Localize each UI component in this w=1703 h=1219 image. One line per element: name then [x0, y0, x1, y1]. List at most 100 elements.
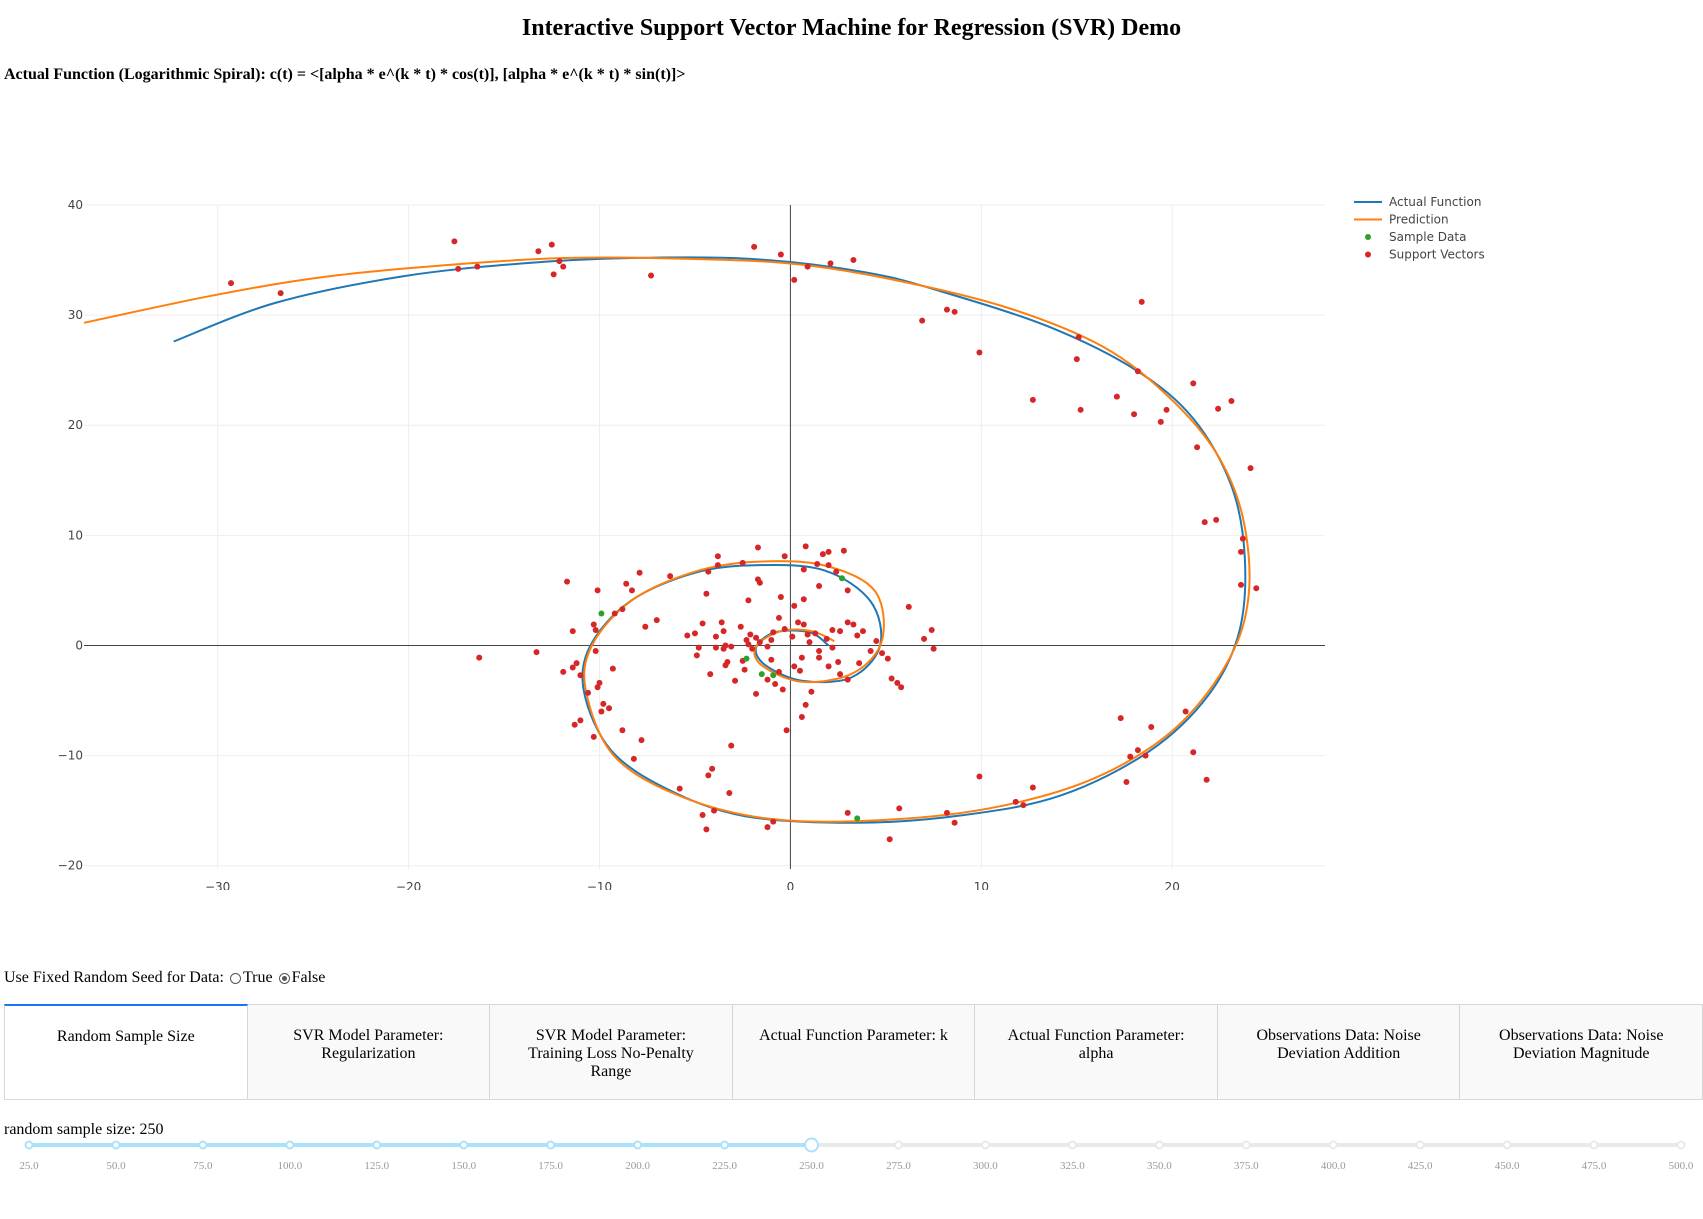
- slider-mark-label[interactable]: 125.0: [364, 1160, 389, 1172]
- support-vectors-point: [596, 679, 603, 686]
- slider-dot[interactable]: [372, 1140, 382, 1150]
- slider-mark-label[interactable]: 250.0: [799, 1160, 824, 1172]
- support-vectors-point: [747, 631, 754, 638]
- support-vectors-point: [1134, 747, 1141, 754]
- slider-dot[interactable]: [1154, 1140, 1164, 1150]
- support-vectors-point: [1215, 405, 1222, 412]
- support-vectors-point: [703, 590, 710, 597]
- support-vectors-point: [898, 684, 905, 691]
- support-vectors-point: [921, 635, 928, 642]
- slider-dot[interactable]: [1067, 1140, 1077, 1150]
- legend-item-actual-function[interactable]: Actual Function: [1354, 195, 1481, 209]
- slider-mark-label[interactable]: 500.0: [1669, 1160, 1694, 1172]
- support-vectors-point: [764, 643, 771, 650]
- tab-noise-deviation-addition[interactable]: Observations Data: Noise Deviation Addit…: [1217, 1004, 1461, 1099]
- x-tick-label: −30: [205, 880, 230, 890]
- slider-mark-label[interactable]: 400.0: [1321, 1160, 1346, 1172]
- support-vectors-point: [728, 643, 735, 650]
- slider-mark-label[interactable]: 50.0: [106, 1160, 126, 1172]
- slider-dot[interactable]: [1676, 1140, 1686, 1150]
- support-vectors-point: [535, 248, 542, 255]
- support-vectors-point: [577, 717, 584, 724]
- svr-plot[interactable]: −30 −20 −10 0 10 20 −20 −10 0 10 20 30 40 Actual Fun…: [0, 185, 1703, 890]
- slider-dot[interactable]: [1589, 1140, 1599, 1150]
- slider-mark-label[interactable]: 150.0: [451, 1160, 476, 1172]
- slider-mark-label[interactable]: 100.0: [277, 1160, 302, 1172]
- slider-mark-label[interactable]: 225.0: [712, 1160, 737, 1172]
- support-vectors-point: [775, 668, 782, 675]
- support-vectors-point: [779, 686, 786, 693]
- slider-mark-label[interactable]: 475.0: [1582, 1160, 1607, 1172]
- legend-label-prediction: Prediction: [1389, 213, 1449, 227]
- tab-svr-training-loss-range[interactable]: SVR Model Parameter: Training Loss No-Pe…: [490, 1004, 733, 1099]
- support-vectors-point: [800, 566, 807, 573]
- support-vectors-point: [451, 238, 458, 245]
- slider-dot[interactable]: [24, 1140, 34, 1150]
- slider-dot[interactable]: [198, 1140, 208, 1150]
- slider-dot[interactable]: [1241, 1140, 1251, 1150]
- slider-dot[interactable]: [633, 1140, 643, 1150]
- support-vectors-point: [693, 652, 700, 659]
- support-vectors-point: [712, 633, 719, 640]
- support-vectors-point: [754, 544, 761, 551]
- slider-dot[interactable]: [980, 1140, 990, 1150]
- seed-true-label[interactable]: True: [242, 969, 273, 986]
- slider-dot[interactable]: [1415, 1140, 1425, 1150]
- legend-item-support-vectors[interactable]: Support Vectors: [1365, 248, 1485, 262]
- support-vectors-point: [1239, 535, 1246, 542]
- support-vectors-point: [606, 705, 613, 712]
- legend-item-prediction[interactable]: Prediction: [1354, 213, 1449, 227]
- slider-handle[interactable]: [804, 1137, 820, 1153]
- slider-dot[interactable]: [546, 1140, 556, 1150]
- slider-mark-label[interactable]: 300.0: [973, 1160, 998, 1172]
- tab-svr-regularization[interactable]: SVR Model Parameter: Regularization: [247, 1004, 491, 1099]
- legend-item-sample-data[interactable]: Sample Data: [1365, 230, 1466, 244]
- support-vectors-point: [548, 241, 555, 248]
- tab-random-sample-size[interactable]: Random Sample Size: [4, 1004, 248, 1099]
- support-vectors-point: [711, 807, 718, 814]
- parameter-tabs: Random Sample Size SVR Model Parameter: …: [4, 1004, 1703, 1100]
- sample-size-slider[interactable]: 25.0 50.0 75.0 100.0 125.0 150.0 175.0 200.0 225…: [0, 1135, 1703, 1175]
- slider-dot[interactable]: [1502, 1140, 1512, 1150]
- support-vectors-point: [873, 638, 880, 645]
- y-tick-label: −20: [58, 859, 83, 873]
- slider-dot[interactable]: [720, 1140, 730, 1150]
- support-vectors-point: [795, 619, 802, 626]
- support-vectors-point: [775, 614, 782, 621]
- tab-noise-deviation-magnitude[interactable]: Observations Data: Noise Deviation Magni…: [1460, 1004, 1703, 1099]
- slider-mark-label[interactable]: 325.0: [1060, 1160, 1085, 1172]
- x-tick-label: −20: [396, 880, 421, 890]
- seed-true-radio[interactable]: [229, 972, 241, 984]
- seed-false-label[interactable]: False: [291, 969, 326, 986]
- support-vectors-point: [808, 688, 815, 695]
- slider-dot[interactable]: [893, 1140, 903, 1150]
- support-vectors-point: [630, 755, 637, 762]
- slider-mark-label[interactable]: 200.0: [625, 1160, 650, 1172]
- support-vectors-point: [691, 630, 698, 637]
- support-vectors-point: [751, 243, 758, 250]
- support-vectors-point: [796, 667, 803, 674]
- support-vectors-point: [896, 805, 903, 812]
- tab-function-k[interactable]: Actual Function Parameter: k: [732, 1004, 976, 1099]
- slider-mark-label[interactable]: 375.0: [1234, 1160, 1259, 1172]
- slider-mark-label[interactable]: 450.0: [1495, 1160, 1520, 1172]
- support-vectors-point: [829, 644, 836, 651]
- seed-false-radio[interactable]: [278, 972, 290, 984]
- support-vectors-point: [804, 631, 811, 638]
- slider-dot[interactable]: [285, 1140, 295, 1150]
- slider-mark-label[interactable]: 425.0: [1408, 1160, 1433, 1172]
- slider-mark-label[interactable]: 175.0: [538, 1160, 563, 1172]
- tab-function-alpha[interactable]: Actual Function Parameter: alpha: [975, 1004, 1218, 1099]
- support-vectors-point: [812, 630, 819, 637]
- plot-legend[interactable]: Actual Function Prediction Sample Data Supp…: [1354, 195, 1485, 262]
- slider-mark-label[interactable]: 25.0: [19, 1160, 39, 1172]
- slider-mark-label[interactable]: 350.0: [1147, 1160, 1172, 1172]
- support-vectors-point: [718, 619, 725, 626]
- support-vectors-point: [1247, 465, 1254, 472]
- slider-mark-label[interactable]: 75.0: [193, 1160, 213, 1172]
- slider-mark-label[interactable]: 275.0: [886, 1160, 911, 1172]
- slider-dot[interactable]: [1328, 1140, 1338, 1150]
- slider-dot[interactable]: [111, 1140, 121, 1150]
- support-vectors-point: [930, 645, 937, 652]
- slider-dot[interactable]: [459, 1140, 469, 1150]
